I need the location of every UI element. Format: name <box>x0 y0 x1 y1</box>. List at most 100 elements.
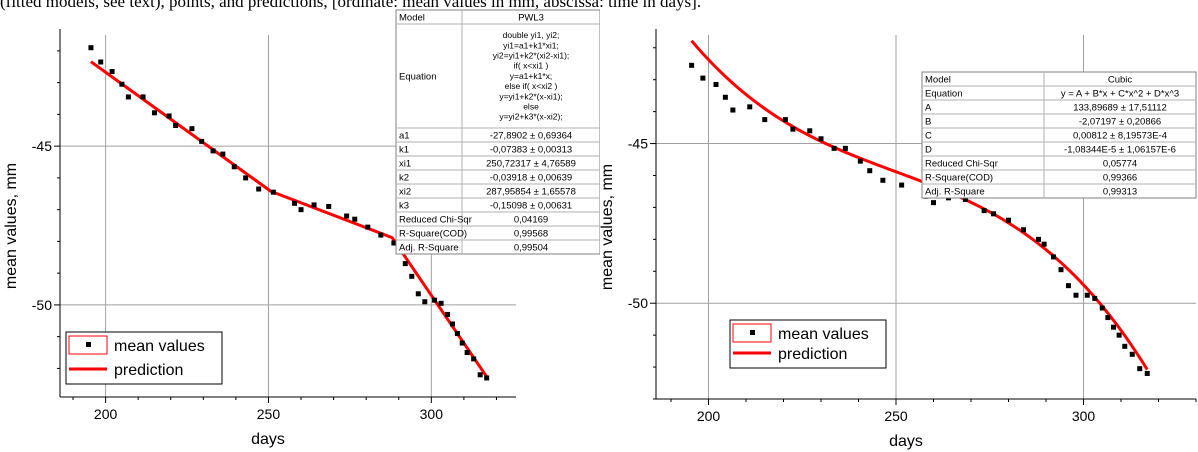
y-tick-label: -45 <box>628 136 648 152</box>
data-point <box>880 177 886 183</box>
data-point <box>867 168 873 174</box>
data-point <box>199 138 205 144</box>
data-point <box>422 299 428 305</box>
y-tick-label: -45 <box>32 138 52 154</box>
data-point <box>1122 343 1128 349</box>
data-point <box>220 151 226 157</box>
data-point <box>931 200 936 206</box>
fit-table-label: Adj. R-Square <box>925 187 985 198</box>
data-point <box>790 126 796 132</box>
fit-table-label: Equation <box>399 72 437 83</box>
data-point <box>189 126 195 132</box>
fit-table-value: 0,99504 <box>514 243 548 254</box>
data-point <box>365 224 371 230</box>
data-point <box>471 356 477 362</box>
data-point <box>477 372 483 378</box>
data-point <box>818 136 824 142</box>
data-point <box>747 104 753 110</box>
data-point <box>1105 315 1111 321</box>
data-point <box>311 202 317 208</box>
data-point <box>438 300 444 306</box>
fit-table-equation-line: else <box>523 102 539 112</box>
data-point <box>1058 267 1064 273</box>
y-axis-label: mean values, mm <box>3 163 20 289</box>
data-point <box>292 200 298 206</box>
fit-table-label: B <box>925 117 931 128</box>
data-point <box>344 213 350 219</box>
data-point <box>1129 351 1135 357</box>
x-axis-label: days <box>251 431 285 448</box>
data-point <box>991 211 996 217</box>
data-point <box>981 208 987 214</box>
data-point <box>1092 295 1098 301</box>
data-point <box>125 94 131 100</box>
data-point <box>352 216 358 222</box>
data-point <box>464 350 470 356</box>
legend-marker-point <box>750 330 755 335</box>
data-point <box>1073 292 1079 298</box>
x-tick-label: 250 <box>257 406 281 422</box>
data-point <box>762 117 768 123</box>
top-text: (fitted models, see text), points, and p… <box>0 0 702 11</box>
data-point <box>445 311 451 317</box>
fit-table-equation-line: yi1=a1+k1*xi1; <box>503 40 559 50</box>
top-text-fragment: (fitted models, see text), points, and p… <box>0 0 1198 12</box>
data-point <box>270 189 276 195</box>
legend-label-mean-values: mean values <box>114 338 205 355</box>
fit-table-label: a1 <box>399 131 410 142</box>
data-point <box>1021 227 1026 233</box>
legend-label-prediction: prediction <box>778 346 847 363</box>
data-point <box>730 107 736 113</box>
fit-table-label: k1 <box>399 145 409 156</box>
data-point <box>391 240 397 246</box>
fit-table-label: xi2 <box>399 187 411 198</box>
fit-table-value: -0,03918 ± 0,00639 <box>490 173 572 184</box>
data-point <box>962 196 968 202</box>
fit-table-equation-line: y=yi1+k2*(x-xi1); <box>499 91 562 101</box>
data-point <box>689 62 695 68</box>
fit-table-label: k2 <box>399 173 409 184</box>
data-point <box>166 113 172 119</box>
fit-table-value: 0,05774 <box>1103 159 1137 170</box>
fit-table <box>395 9 600 255</box>
legend-box <box>65 331 223 385</box>
data-point <box>98 59 104 65</box>
fit-table-value: PWL3 <box>518 13 544 24</box>
data-point <box>378 232 384 238</box>
data-point <box>1144 370 1150 376</box>
data-point <box>326 203 332 209</box>
data-point <box>402 261 408 267</box>
data-point <box>700 75 706 81</box>
data-point <box>459 340 465 346</box>
fit-table-value: -27,8902 ± 0,69364 <box>490 131 572 142</box>
data-point <box>831 145 837 151</box>
fit-table-label: C <box>925 131 932 142</box>
fit-table-value: 0,99366 <box>1103 173 1137 184</box>
data-point <box>231 164 237 170</box>
data-point <box>454 330 460 336</box>
fit-table-label: A <box>925 103 932 114</box>
x-tick-label: 300 <box>1072 408 1096 424</box>
data-point <box>256 186 262 192</box>
data-point <box>1051 254 1056 260</box>
fit-table-label: xi1 <box>399 159 411 170</box>
fit-table-label: k3 <box>399 201 409 212</box>
fit-table-equation-line: if( x<xi1 ) <box>514 61 549 71</box>
fit-table-label: Adj. R-Square <box>399 243 459 254</box>
fit-table-label: Equation <box>925 89 963 100</box>
data-point <box>432 297 438 303</box>
fit-table-label: Reduced Chi-Sqr <box>399 215 472 226</box>
data-point <box>1084 292 1090 298</box>
data-point <box>1036 236 1041 242</box>
y-tick-label: -50 <box>628 295 648 311</box>
legend-label-prediction: prediction <box>114 362 183 379</box>
fit-table-label: Model <box>925 75 951 86</box>
data-point <box>842 145 848 151</box>
data-point <box>1137 366 1143 372</box>
fit-table-label: Model <box>399 13 425 24</box>
fit-table-value: Cubic <box>1108 75 1133 86</box>
fit-table-value: -1,08344E-5 ± 1,06157E-6 <box>1064 145 1176 156</box>
data-point <box>409 273 415 279</box>
data-point <box>713 81 719 87</box>
prediction-line <box>90 60 488 378</box>
